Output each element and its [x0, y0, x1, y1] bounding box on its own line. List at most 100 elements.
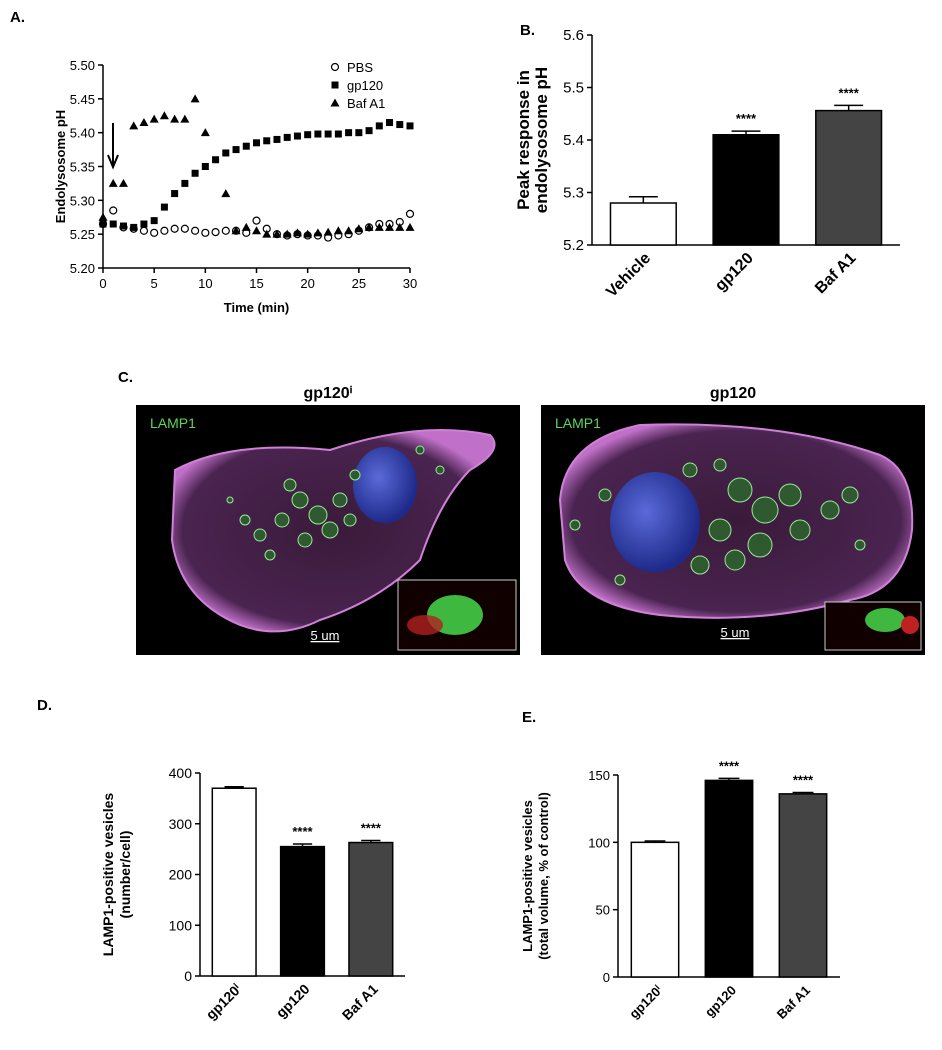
x-tick-label: Baf A1: [339, 981, 381, 1023]
point: [330, 98, 340, 107]
point: [331, 81, 339, 89]
y-tick-label: 300: [169, 816, 193, 832]
point: [252, 216, 261, 225]
point: [191, 169, 199, 177]
significance: ****: [719, 758, 740, 773]
scale-bar: 5 um: [721, 625, 750, 640]
x-tick-label: gp120: [702, 983, 739, 1020]
point: [273, 135, 281, 143]
image-title: gp120ⁱ: [303, 385, 352, 402]
point: [253, 139, 260, 147]
point: [140, 220, 148, 228]
point: [180, 114, 190, 123]
point: [262, 229, 272, 238]
point: [221, 226, 230, 235]
point: [190, 94, 200, 103]
x-tick-label: 0: [99, 276, 106, 291]
x-tick-label: 5: [151, 276, 158, 291]
bar: [348, 841, 394, 977]
bar: [630, 841, 680, 978]
y-tick-label: 5.30: [70, 193, 95, 208]
point: [109, 220, 117, 228]
point: [282, 229, 292, 238]
point: [354, 224, 364, 233]
image-panel: gp120ⁱ LAMP1 5 um: [136, 385, 520, 655]
point: [252, 226, 261, 235]
point: [385, 222, 395, 231]
y-tick-label: 200: [169, 867, 193, 883]
point: [99, 220, 107, 228]
inset-red: [407, 615, 443, 635]
point: [170, 224, 179, 233]
point: [242, 142, 250, 150]
y-tick-label: 5.45: [70, 92, 95, 107]
stain-label: LAMP1: [555, 415, 601, 431]
point: [355, 129, 363, 137]
significance: ****: [361, 820, 382, 835]
y-tick-label: 50: [596, 903, 610, 918]
point: [200, 128, 210, 137]
y-tick-label: 5.25: [70, 227, 95, 242]
bar: [778, 793, 828, 978]
point: [314, 130, 322, 138]
point: [201, 228, 210, 237]
x-axis-label: Time (min): [224, 300, 290, 315]
point: [98, 212, 108, 221]
bar: [712, 134, 780, 246]
point: [365, 127, 373, 135]
point: [231, 226, 241, 235]
point: [323, 227, 333, 236]
point: [303, 229, 313, 238]
y-tick-label: 150: [588, 768, 610, 783]
vesicles: [569, 458, 866, 586]
point: [374, 222, 384, 231]
point: [386, 119, 394, 127]
point: [139, 226, 149, 235]
point: [211, 228, 220, 237]
point: [149, 114, 159, 123]
bar: [609, 202, 677, 246]
point: [222, 149, 230, 157]
point: [108, 178, 118, 187]
y-axis-label: LAMP1-positive vesicles: [100, 793, 116, 957]
point: [344, 226, 354, 235]
y-tick-label: 5.20: [70, 261, 95, 276]
y-tick-label: 100: [169, 917, 193, 933]
y-tick-label: 5.4: [563, 132, 584, 149]
point: [150, 228, 159, 237]
bar: [704, 779, 754, 978]
x-tick-label: Baf A1: [812, 250, 860, 298]
inset-red: [901, 616, 919, 634]
nucleus: [353, 447, 417, 523]
point: [283, 133, 291, 141]
y-tick-label: 5.2: [563, 237, 584, 254]
x-tick-label: 25: [352, 276, 366, 291]
panel-label: E.: [522, 709, 536, 726]
point: [263, 137, 271, 145]
point: [159, 111, 169, 120]
scale-bar: 5 um: [311, 628, 340, 643]
y-axis-label: LAMP1-positive vesicles: [520, 800, 535, 952]
y-tick-label: 5.50: [70, 58, 95, 73]
point: [333, 226, 343, 235]
significance: ****: [292, 824, 313, 839]
point: [171, 190, 179, 198]
significance: ****: [793, 773, 814, 788]
y-tick-label: 5.5: [563, 80, 584, 97]
y-tick-label: 0: [184, 968, 192, 984]
stain-label: LAMP1: [150, 415, 196, 431]
point: [304, 131, 312, 139]
vesicles: [226, 445, 445, 561]
point: [364, 222, 374, 231]
y-tick-label: 5.3: [563, 185, 584, 202]
point: [232, 146, 240, 154]
x-tick-label: 30: [403, 276, 417, 291]
point: [405, 222, 415, 231]
point: [109, 206, 118, 215]
point: [150, 217, 158, 225]
x-tick-label: Vehicle: [603, 250, 654, 301]
point: [170, 114, 180, 123]
y-axis-label: Peak response in: [514, 70, 533, 210]
y-tick-label: 0: [603, 970, 610, 985]
x-tick-label: 15: [249, 276, 263, 291]
